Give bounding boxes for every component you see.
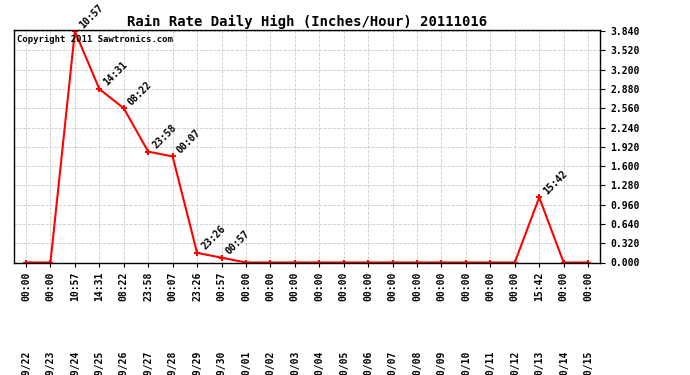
Text: 00:07: 00:07 xyxy=(175,128,203,155)
Text: 09/27: 09/27 xyxy=(144,351,153,375)
Text: 09/25: 09/25 xyxy=(95,351,104,375)
Text: 23:26: 23:26 xyxy=(199,224,228,252)
Text: 10/02: 10/02 xyxy=(266,351,275,375)
Text: 10/13: 10/13 xyxy=(534,351,544,375)
Text: 09/23: 09/23 xyxy=(46,351,55,375)
Text: 10/09: 10/09 xyxy=(437,351,446,375)
Text: 09/28: 09/28 xyxy=(168,351,177,375)
Text: 10/03: 10/03 xyxy=(290,351,300,375)
Text: 23:58: 23:58 xyxy=(150,123,179,150)
Text: 10/05: 10/05 xyxy=(339,351,348,375)
Text: 10/04: 10/04 xyxy=(314,351,324,375)
Text: 10/01: 10/01 xyxy=(241,351,251,375)
Text: 08:22: 08:22 xyxy=(126,79,154,107)
Title: Rain Rate Daily High (Inches/Hour) 20111016: Rain Rate Daily High (Inches/Hour) 20111… xyxy=(127,15,487,29)
Text: Copyright 2011 Sawtronics.com: Copyright 2011 Sawtronics.com xyxy=(17,34,172,44)
Text: 15:42: 15:42 xyxy=(542,168,569,196)
Text: 10/11: 10/11 xyxy=(485,351,495,375)
Text: 09/26: 09/26 xyxy=(119,351,129,375)
Text: 10/10: 10/10 xyxy=(461,351,471,375)
Text: 10:57: 10:57 xyxy=(77,2,105,30)
Text: 10/06: 10/06 xyxy=(363,351,373,375)
Text: 00:57: 00:57 xyxy=(224,229,252,256)
Text: 14:31: 14:31 xyxy=(102,60,130,88)
Text: 10/07: 10/07 xyxy=(388,351,397,375)
Text: 09/29: 09/29 xyxy=(192,351,202,375)
Text: 09/24: 09/24 xyxy=(70,351,80,375)
Text: 10/08: 10/08 xyxy=(412,351,422,375)
Text: 10/14: 10/14 xyxy=(559,351,569,375)
Text: 09/22: 09/22 xyxy=(21,351,31,375)
Text: 10/15: 10/15 xyxy=(583,351,593,375)
Text: 09/30: 09/30 xyxy=(217,351,226,375)
Text: 10/12: 10/12 xyxy=(510,351,520,375)
